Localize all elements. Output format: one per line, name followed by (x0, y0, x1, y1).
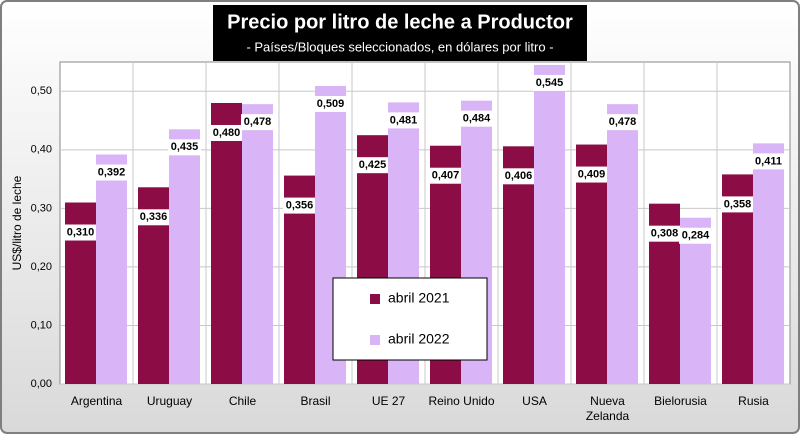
value-label-bg (210, 124, 243, 141)
bar (534, 64, 565, 384)
x-tick-label: Nueva Zelanda (586, 394, 630, 423)
bar (753, 143, 784, 384)
chart-title: Precio por litro de leche a Productor (227, 11, 573, 33)
title-box (213, 5, 587, 61)
value-label-bg (387, 112, 420, 129)
value-label-bg (95, 164, 128, 181)
value-label-bg (429, 167, 462, 184)
x-tick-label: Argentina (71, 394, 123, 408)
value-label-bg (533, 74, 566, 91)
bar (607, 104, 638, 385)
value-label-bg (575, 166, 608, 183)
y-tick-label: 0,10 (31, 319, 52, 331)
y-tick-label: 0,30 (31, 202, 52, 214)
bar (503, 146, 534, 384)
value-label-bg (283, 197, 316, 214)
value-label-bg (606, 114, 639, 131)
x-tick-label: USA (522, 394, 547, 408)
bar (242, 104, 273, 385)
value-label: 0,310 (67, 226, 95, 238)
y-tick-label: 0,50 (31, 85, 52, 97)
value-label-bg (752, 153, 785, 170)
bar (96, 154, 127, 384)
value-label-bg (721, 196, 754, 213)
value-label: 0,392 (98, 166, 126, 178)
value-label-bg (679, 227, 712, 244)
x-tick-label: Reino Unido (428, 394, 494, 408)
bar (169, 129, 200, 384)
value-label: 0,411 (755, 155, 782, 167)
value-label-bg (168, 139, 201, 156)
y-tick-label: 0,20 (31, 261, 52, 273)
value-label: 0,407 (432, 170, 460, 182)
value-label: 0,358 (724, 198, 752, 210)
value-label: 0,284 (682, 230, 710, 242)
value-label: 0,336 (140, 211, 168, 223)
bar (680, 217, 711, 384)
value-label: 0,545 (536, 77, 564, 89)
value-label: 0,406 (505, 170, 533, 182)
value-label: 0,435 (171, 141, 199, 153)
value-label: 0,356 (286, 199, 314, 211)
chart-subtitle: - Países/Bloques seleccionados, en dólar… (246, 39, 553, 54)
value-label-bg (64, 224, 97, 241)
value-label: 0,425 (359, 159, 387, 171)
y-tick-label: 0,40 (31, 144, 52, 156)
value-label-bg (356, 157, 389, 174)
legend (332, 277, 488, 361)
y-axis-label: US$/litro de leche (10, 175, 24, 270)
value-label: 0,481 (390, 114, 418, 126)
x-tick-label: Uruguay (147, 394, 192, 408)
value-label-bg (137, 209, 170, 226)
value-label: 0,480 (213, 127, 241, 139)
x-tick-label: Chile (229, 394, 257, 408)
bar (211, 102, 242, 385)
x-tick-label: Brasil (300, 394, 330, 408)
value-label: 0,509 (317, 98, 345, 110)
x-tick-label: Bielorusia (654, 394, 707, 408)
value-label-bg (241, 114, 274, 131)
value-label-bg (460, 110, 493, 127)
y-tick-label: 0,00 (31, 378, 52, 390)
value-label: 0,478 (244, 116, 272, 128)
value-label-bg (648, 225, 681, 242)
value-label-bg (314, 96, 347, 113)
bar (576, 144, 607, 384)
value-label-bg (502, 168, 535, 185)
x-tick-label: UE 27 (372, 394, 406, 408)
value-label: 0,308 (651, 228, 679, 240)
value-label: 0,409 (578, 168, 606, 180)
value-label: 0,478 (609, 116, 637, 128)
legend-label: abril 2021 (388, 290, 450, 306)
x-tick-label: Rusia (738, 394, 769, 408)
value-label: 0,484 (463, 113, 491, 125)
legend-label: abril 2022 (388, 331, 450, 347)
legend-swatch (370, 335, 380, 345)
legend-swatch (370, 294, 380, 304)
